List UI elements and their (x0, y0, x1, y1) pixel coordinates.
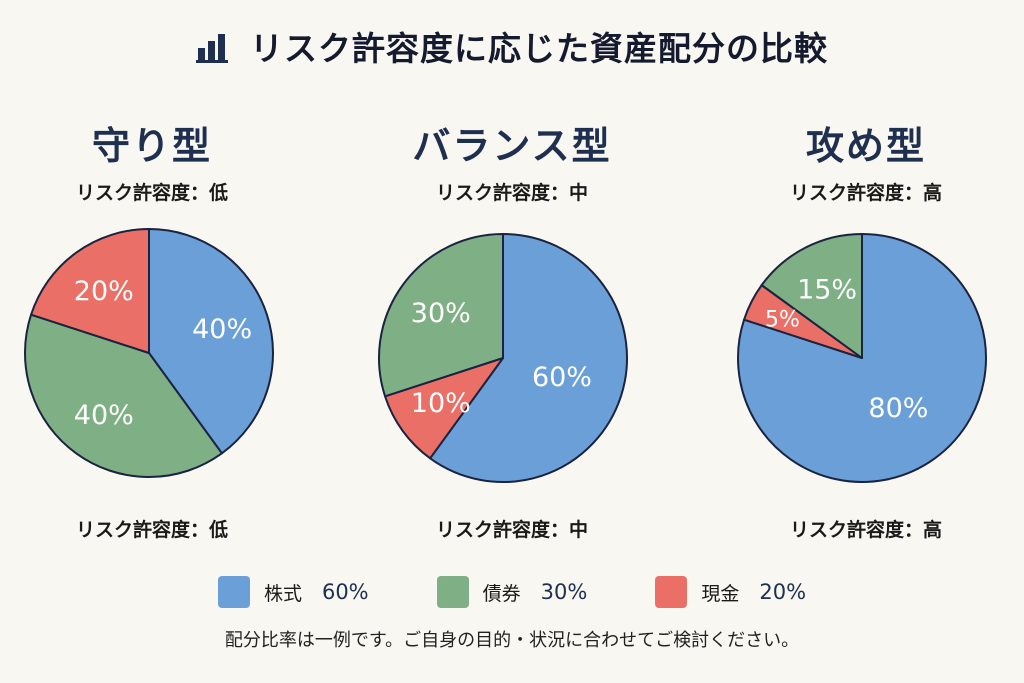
pie-slice-bonds (760, 233, 863, 359)
legend-item-stocks: 株式 60% (217, 576, 369, 608)
legend-item-bonds: 債券 30% (436, 576, 588, 608)
chart-title: バランス型 (412, 124, 612, 168)
pie-chart-aggressive: 攻め型 リスク許容度：高 80% 5% 15% リスク許容度：高 (716, 120, 1016, 541)
chart-title: 守り型 (91, 124, 212, 168)
pie-svg: 80% 5%15% (737, 233, 987, 483)
title-row: リスク許容度に応じた資産配分の比較 (0, 22, 1024, 70)
legend-value: 20% (759, 580, 807, 604)
risk-level-label-bottom: リスク許容度：低 (75, 519, 228, 541)
risk-level-label-top: リスク許容度：中 (435, 182, 588, 204)
pie-slice-bonds (24, 313, 223, 478)
pie-slice-cash (30, 228, 150, 354)
pie-slice-label: 40% (192, 314, 252, 345)
pie-slice-label: 40% (74, 400, 134, 431)
legend-swatch (655, 576, 688, 608)
risk-level-label-bottom: リスク許容度：高 (789, 519, 942, 541)
pie-slice-cash (384, 357, 504, 460)
page-title: リスク許容度に応じた資産配分の比較 (250, 29, 828, 68)
legend-label: 現金 (701, 582, 740, 605)
pie-slice-label: 5% (765, 307, 800, 332)
legend-label: 債券 (482, 582, 521, 605)
legend-value: 60% (321, 580, 369, 604)
risk-level-label-bottom: リスク許容度：中 (435, 519, 588, 541)
pie-slice-label: 80% (868, 393, 928, 424)
risk-level-label-top: リスク許容度：低 (75, 182, 228, 204)
legend-swatch (217, 576, 250, 608)
pie-slice-label: 60% (532, 362, 592, 393)
pie-slice-stocks (429, 233, 628, 483)
risk-level-label-top: リスク許容度：高 (789, 182, 942, 204)
pie-svg: 60% 10% 30% (378, 233, 628, 483)
pie-slice-label: 10% (411, 388, 471, 419)
pie-slice-bonds (378, 233, 504, 398)
legend-swatch (436, 576, 469, 608)
footnote: 配分比率は一例です。ご自身の目的・状況に合わせてご検討ください。 (224, 630, 800, 651)
legend-label: 株式 (263, 582, 302, 605)
pie-slice-label: 15% (797, 274, 857, 305)
pie-chart-conservative: 守り型 リスク許容度：低 40% 40% 20% リスク許容度：低 (2, 120, 302, 541)
bar-chart-icon (196, 34, 228, 63)
legend: 株式 60% 債券 30% 現金 20% (0, 576, 1024, 608)
legend-item-cash: 現金 20% (655, 576, 806, 608)
chart-title: 攻め型 (805, 124, 926, 168)
pie-slice-label: 30% (411, 298, 471, 329)
pie-chart-balanced: バランス型 リスク許容度：中 60% 10% 30% リスク許容度：中 (362, 120, 662, 541)
pie-slice-stocks (148, 228, 274, 455)
legend-value: 30% (540, 580, 588, 604)
pie-svg: 40% 40% 20% (24, 228, 274, 478)
pie-slice-label: 20% (74, 276, 134, 307)
